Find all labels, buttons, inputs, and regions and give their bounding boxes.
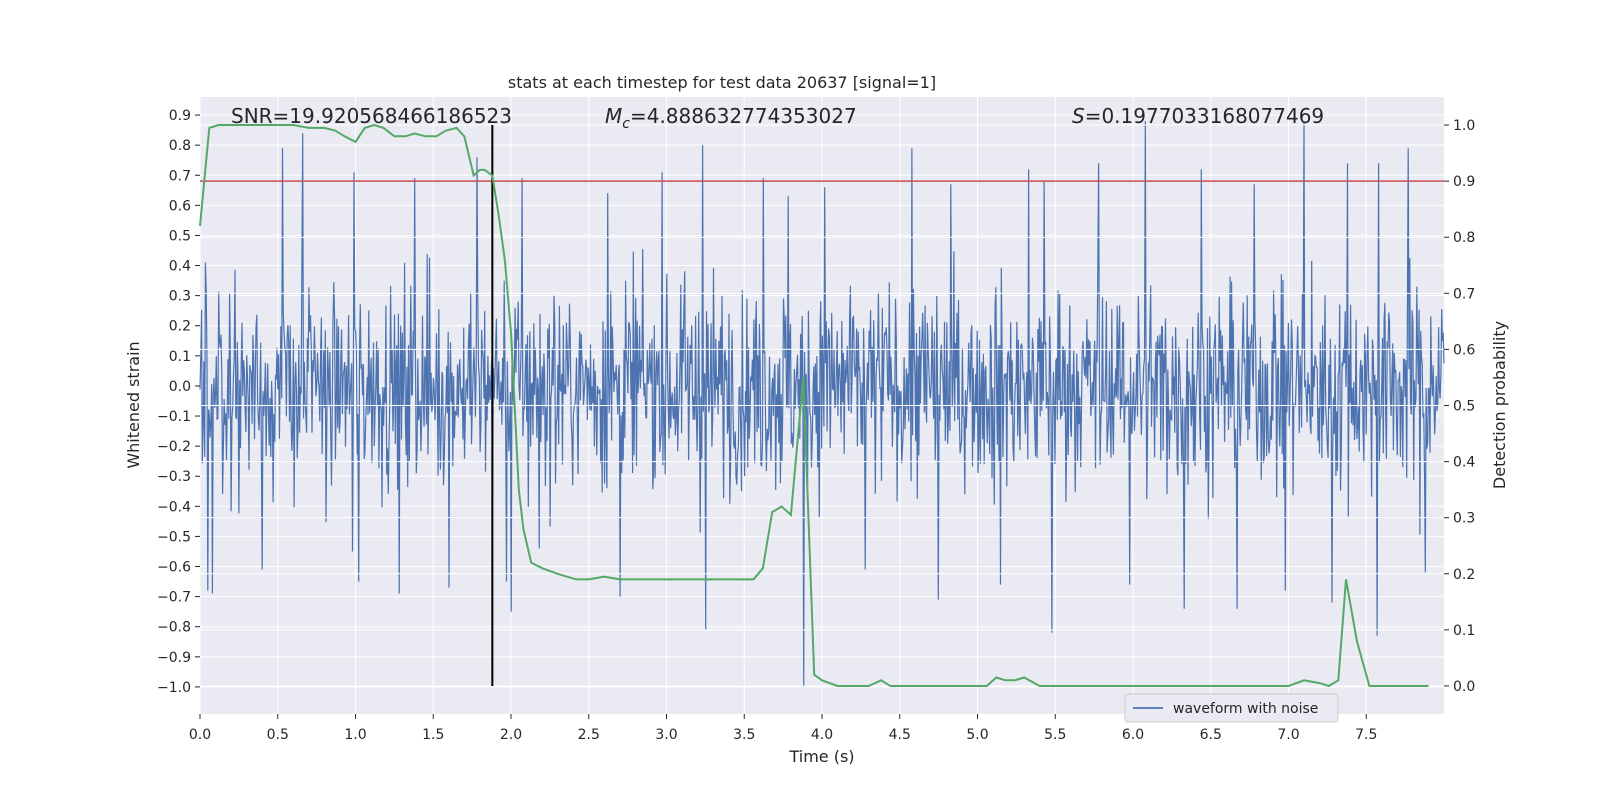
x-tick-label: 7.5 — [1355, 727, 1377, 743]
left-tick-label: 0.5 — [169, 228, 191, 244]
left-tick-label: 0.2 — [169, 319, 191, 335]
s-annotation: S=0.1977033168077469 — [1072, 104, 1324, 128]
right-tick-label: 0.9 — [1453, 174, 1475, 190]
x-tick-label: 4.5 — [889, 727, 911, 743]
left-tick-label: −0.6 — [157, 560, 191, 576]
detection-probability-line — [199, 123, 1429, 688]
left-tick-label: −0.7 — [157, 590, 191, 606]
x-tick-label: 5.5 — [1044, 727, 1066, 743]
chirp-mass-annotation: Mc=4.888632774353027 — [605, 104, 857, 132]
s-value: =0.1977033168077469 — [1085, 104, 1324, 128]
left-tick-label: −0.9 — [157, 650, 191, 666]
legend-label: waveform with noise — [1173, 701, 1318, 717]
right-tick-label: 0.1 — [1453, 623, 1475, 639]
chart-title: stats at each timestep for test data 206… — [508, 73, 936, 92]
left-tick-label: 0.6 — [169, 198, 191, 214]
right-tick-label: 1.0 — [1453, 118, 1475, 134]
x-tick-label: 2.0 — [500, 727, 522, 743]
x-tick-label: 7.0 — [1277, 727, 1299, 743]
right-tick-label: 0.8 — [1453, 230, 1475, 246]
right-tick-label: 0.0 — [1453, 679, 1475, 695]
left-y-axis-label: Whitened strain — [124, 341, 143, 468]
left-tick-label: −0.3 — [157, 469, 191, 485]
right-tick-label: 0.5 — [1453, 399, 1475, 415]
waveform-path — [199, 121, 1445, 687]
chirp-mass-subscript: c — [622, 116, 630, 132]
right-tick-label: 0.6 — [1453, 342, 1475, 358]
right-tick-label: 0.3 — [1453, 511, 1475, 527]
left-tick-label: 0.1 — [169, 349, 191, 365]
left-tick-label: −0.2 — [157, 439, 191, 455]
left-tick-label: −0.5 — [157, 529, 191, 545]
left-tick-label: −0.8 — [157, 620, 191, 636]
left-tick-label: 0.7 — [169, 168, 191, 184]
snr-annotation: SNR=19.920568466186523 — [231, 104, 512, 128]
right-tick-label: 0.7 — [1453, 286, 1475, 302]
chirp-mass-value: =4.888632774353027 — [630, 104, 857, 128]
left-tick-label: −0.4 — [157, 499, 191, 515]
right-axis-ticks: 1.0 0.9 0.8 0.7 0.6 0.5 0.4 0.3 0.2 0.1 0.0 — [1444, 118, 1475, 695]
x-tick-label: 3.5 — [733, 727, 755, 743]
legend: waveform with noise — [1124, 693, 1339, 723]
left-tick-label: 0.3 — [169, 289, 191, 305]
right-y-axis-label: Detection probability — [1490, 321, 1509, 489]
x-tick-label: 6.5 — [1200, 727, 1222, 743]
x-tick-label: 1.5 — [422, 727, 444, 743]
right-tick-label: 0.2 — [1453, 567, 1475, 583]
x-tick-label: 6.0 — [1122, 727, 1144, 743]
x-tick-label: 5.0 — [966, 727, 988, 743]
s-symbol: S — [1072, 104, 1085, 128]
left-tick-label: 0.0 — [169, 379, 191, 395]
x-axis-ticks: 0.0 0.5 1.0 1.5 2.0 2.5 3.0 3.5 4.0 4.5 5.0 5.5 6.0 6… — [189, 714, 1377, 743]
chirp-mass-symbol: M — [605, 104, 622, 128]
x-tick-label: 0.5 — [267, 727, 289, 743]
right-tick-label: 0.4 — [1453, 455, 1475, 471]
x-axis-label: Time (s) — [788, 747, 854, 766]
x-tick-label: 3.0 — [655, 727, 677, 743]
left-tick-label: 0.4 — [169, 259, 191, 275]
left-tick-label: −1.0 — [157, 680, 191, 696]
x-tick-label: 4.0 — [811, 727, 833, 743]
left-tick-label: 0.8 — [169, 138, 191, 154]
left-tick-label: −0.1 — [157, 409, 191, 425]
legend-box — [1124, 693, 1339, 723]
x-tick-label: 0.0 — [189, 727, 211, 743]
x-tick-label: 1.0 — [344, 727, 366, 743]
x-tick-label: 2.5 — [578, 727, 600, 743]
waveform-series — [199, 121, 1445, 687]
left-axis-ticks: 0.9 0.8 0.7 0.6 0.5 0.4 0.3 0.2 0.1 0.0 −0.1 −0.2 −0… — [157, 108, 200, 696]
left-tick-label: 0.9 — [169, 108, 191, 124]
